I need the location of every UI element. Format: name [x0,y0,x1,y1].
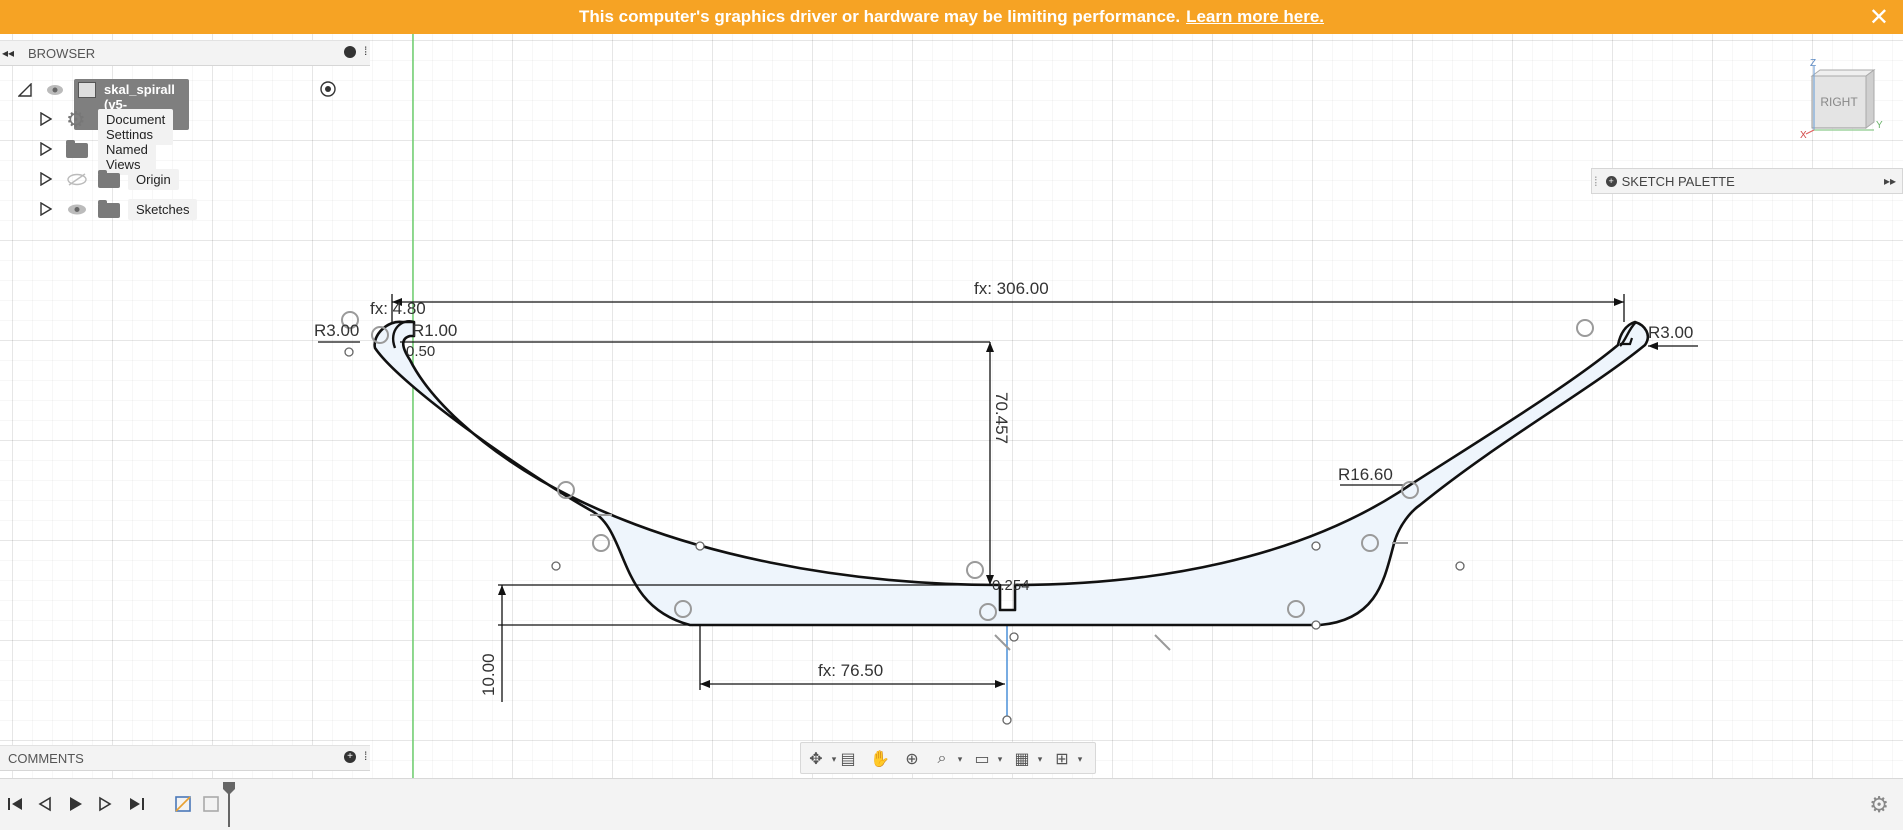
palette-plus-icon[interactable]: + [1605,175,1617,187]
sketch-points [344,347,1465,725]
dim-left-small: 0.50 [406,343,435,360]
timeline-settings-gear-icon[interactable]: ⚙ [1869,792,1889,817]
sketch-palette-title: SKETCH PALETTE [1621,173,1735,189]
orbit-icon[interactable]: ✥ [809,751,823,768]
tree-item-label[interactable]: Named Views [98,139,156,175]
dim-center-small: 0.254 [992,577,1030,594]
component-icon [78,82,96,98]
activate-radio-icon[interactable] [320,81,336,97]
navigation-toolbar: ✥ ▾ ▤ ✋ ⊕ ⌕ ▾ ▭ ▾ ▦ ▾ ⊞ ▾ [800,742,1096,774]
eye-icon[interactable] [66,203,88,216]
sketch-feature-icon[interactable] [200,793,222,815]
dim-base-thickness: 10.00 [479,653,498,696]
constraint-markers [341,311,1594,651]
sketch-palette-header[interactable]: ⁞ + SKETCH PALETTE ▸▸ [1591,168,1903,194]
tree-item-label[interactable]: Sketches [128,199,198,220]
eye-icon[interactable] [46,84,64,96]
browser-panel-header: ◂◂ BROWSER ⁞ [0,40,370,66]
dim-fillet: R16.60 [1338,465,1393,484]
view-cube[interactable]: RIGHT Z Y X [1800,58,1900,138]
dimension-lines [318,294,1698,702]
grid-dropdown-icon[interactable]: ▾ [1037,753,1043,764]
left-hook [392,320,415,349]
dim-top-width: fx: 306.00 [974,279,1049,298]
dim-depth: 70.457 [992,392,1011,444]
eye-hidden-icon[interactable] [66,173,88,186]
bowl-profile [373,320,1650,627]
folder-icon [66,140,88,158]
graphics-warning-banner: This computer's graphics driver or hardw… [0,0,1903,34]
collapse-triangle-icon[interactable] [18,83,32,97]
dim-left-radius-inner: R1.00 [412,321,457,340]
folder-icon [98,170,120,188]
fit-icon[interactable]: ⌕ [937,750,947,767]
axis-x-label: X [1800,130,1807,138]
expand-triangle-icon[interactable] [40,172,52,186]
browser-pin-icon[interactable] [344,46,356,58]
collapse-browser-button[interactable]: ◂◂ [2,46,15,60]
orbit-dropdown-icon[interactable]: ▾ [831,753,837,764]
go-to-start-icon[interactable] [4,793,26,815]
dimension-arrows [392,298,1658,688]
dim-left-small-width: fx: 4.80 [370,299,426,318]
close-banner-button[interactable]: ✕ [1868,4,1889,31]
banner-message: This computer's graphics driver or hardw… [578,7,1181,26]
viewports-icon[interactable]: ⊞ [1055,751,1069,768]
dim-right-radius: R3.00 [1648,323,1693,342]
expand-triangle-icon[interactable] [40,202,52,216]
go-to-end-icon[interactable] [126,793,148,815]
panel-grip-icon[interactable]: ⁞ [364,44,368,58]
play-icon[interactable] [64,793,86,815]
viewports-dropdown-icon[interactable]: ▾ [1077,753,1083,764]
comments-title: COMMENTS [8,750,84,766]
fit-dropdown-icon[interactable]: ▾ [957,753,963,764]
browser-title: BROWSER [28,45,96,61]
panel-grip-icon[interactable]: ⁞ [1594,173,1598,189]
gear-icon: ⚙ [66,107,86,132]
display-dropdown-icon[interactable]: ▾ [997,753,1003,764]
sketch-canvas[interactable]: fx: 306.00 fx: 4.80 R3.00 R1.00 R3.00 R1… [0,34,1903,778]
sketch-feature-icon[interactable] [172,793,194,815]
timeline-bar: ⚙ [0,778,1903,830]
axis-y-label: Y [1876,120,1883,131]
learn-more-link[interactable]: Learn more here. [1186,7,1325,26]
panel-grip-icon[interactable]: ⁞ [364,749,368,763]
view-cube-face-label: RIGHT [1820,95,1858,109]
dim-bottom-half: fx: 76.50 [818,661,883,680]
display-settings-icon[interactable]: ▭ [974,751,990,768]
expand-palette-button[interactable]: ▸▸ [1883,174,1896,188]
timeline-marker-icon[interactable] [222,781,236,827]
tree-item-label[interactable]: Origin [128,169,179,190]
step-back-icon[interactable] [34,793,56,815]
sketch-geometry[interactable]: fx: 306.00 fx: 4.80 R3.00 R1.00 R3.00 R1… [0,34,1903,778]
step-forward-icon[interactable] [94,793,116,815]
look-at-icon[interactable]: ▤ [840,751,856,768]
pan-icon[interactable]: ✋ [870,751,890,768]
folder-icon [98,200,120,218]
expand-triangle-icon[interactable] [40,112,52,126]
dim-left-radius-outer: R3.00 [314,321,359,340]
zoom-icon[interactable]: ⊕ [905,751,919,768]
grid-icon[interactable]: ▦ [1014,751,1030,768]
expand-triangle-icon[interactable] [40,142,52,156]
add-comment-icon[interactable]: + [344,751,356,763]
axis-z-label: Z [1810,58,1816,69]
comments-panel-header: COMMENTS + ⁞ [0,745,370,771]
